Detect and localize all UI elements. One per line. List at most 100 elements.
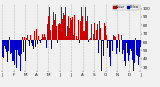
- Bar: [36, 29, 37, 40]
- Bar: [140, 40, 141, 47]
- Bar: [115, 37, 116, 40]
- Bar: [20, 40, 21, 71]
- Bar: [49, 7, 50, 40]
- Bar: [60, 24, 61, 40]
- Bar: [110, 40, 111, 66]
- Bar: [6, 40, 7, 52]
- Bar: [72, 20, 73, 40]
- Bar: [132, 40, 133, 60]
- Bar: [100, 28, 101, 40]
- Bar: [32, 40, 33, 46]
- Bar: [73, 35, 74, 40]
- Bar: [41, 39, 42, 40]
- Bar: [52, 25, 53, 40]
- Bar: [81, 7, 82, 40]
- Bar: [122, 40, 123, 54]
- Bar: [113, 35, 114, 40]
- Bar: [40, 40, 41, 43]
- Bar: [65, 7, 66, 40]
- Bar: [71, 20, 72, 40]
- Bar: [63, 13, 64, 40]
- Bar: [93, 34, 94, 40]
- Bar: [86, 21, 87, 40]
- Bar: [38, 36, 39, 40]
- Bar: [111, 40, 112, 41]
- Bar: [105, 26, 106, 40]
- Bar: [37, 40, 38, 44]
- Bar: [34, 40, 35, 48]
- Bar: [9, 37, 10, 40]
- Bar: [10, 40, 11, 54]
- Bar: [27, 35, 28, 40]
- Bar: [116, 40, 117, 54]
- Bar: [84, 31, 85, 40]
- Bar: [76, 36, 77, 40]
- Bar: [21, 40, 22, 54]
- Bar: [48, 16, 49, 40]
- Bar: [107, 40, 108, 48]
- Bar: [57, 40, 58, 43]
- Bar: [90, 38, 91, 40]
- Bar: [129, 40, 130, 55]
- Bar: [3, 40, 4, 58]
- Bar: [53, 39, 54, 40]
- Bar: [101, 40, 102, 71]
- Bar: [74, 15, 75, 40]
- Bar: [85, 7, 86, 40]
- Bar: [94, 23, 95, 40]
- Bar: [58, 24, 59, 40]
- Bar: [112, 40, 113, 51]
- Bar: [8, 40, 9, 51]
- Bar: [98, 40, 99, 53]
- Bar: [29, 40, 30, 46]
- Bar: [136, 40, 137, 55]
- Bar: [106, 35, 107, 40]
- Bar: [118, 33, 119, 40]
- Bar: [61, 21, 62, 40]
- Bar: [68, 16, 69, 40]
- Bar: [24, 37, 25, 40]
- Bar: [103, 40, 104, 56]
- Bar: [108, 40, 109, 41]
- Bar: [12, 40, 13, 61]
- Bar: [135, 38, 136, 40]
- Bar: [31, 40, 32, 48]
- Bar: [44, 34, 45, 40]
- Bar: [130, 40, 131, 49]
- Bar: [51, 40, 52, 49]
- Bar: [91, 24, 92, 40]
- Bar: [56, 25, 57, 40]
- Bar: [119, 40, 120, 52]
- Bar: [125, 40, 126, 66]
- Bar: [131, 40, 132, 64]
- Bar: [80, 21, 81, 40]
- Bar: [18, 40, 19, 55]
- Bar: [78, 19, 79, 40]
- Bar: [28, 40, 29, 41]
- Bar: [7, 40, 8, 71]
- Bar: [104, 23, 105, 40]
- Bar: [45, 37, 46, 40]
- Bar: [66, 36, 67, 40]
- Bar: [30, 35, 31, 40]
- Bar: [50, 30, 51, 40]
- Bar: [35, 40, 36, 47]
- Bar: [83, 31, 84, 40]
- Bar: [123, 40, 124, 53]
- Bar: [59, 23, 60, 40]
- Bar: [5, 40, 6, 49]
- Bar: [87, 16, 88, 40]
- Bar: [43, 37, 44, 40]
- Bar: [19, 40, 20, 56]
- Bar: [99, 21, 100, 40]
- Bar: [16, 40, 17, 68]
- Bar: [88, 38, 89, 40]
- Bar: [127, 40, 128, 53]
- Bar: [70, 18, 71, 40]
- Bar: [2, 40, 3, 57]
- Bar: [25, 40, 26, 61]
- Bar: [96, 30, 97, 40]
- Bar: [15, 40, 16, 67]
- Bar: [128, 40, 129, 61]
- Bar: [82, 16, 83, 40]
